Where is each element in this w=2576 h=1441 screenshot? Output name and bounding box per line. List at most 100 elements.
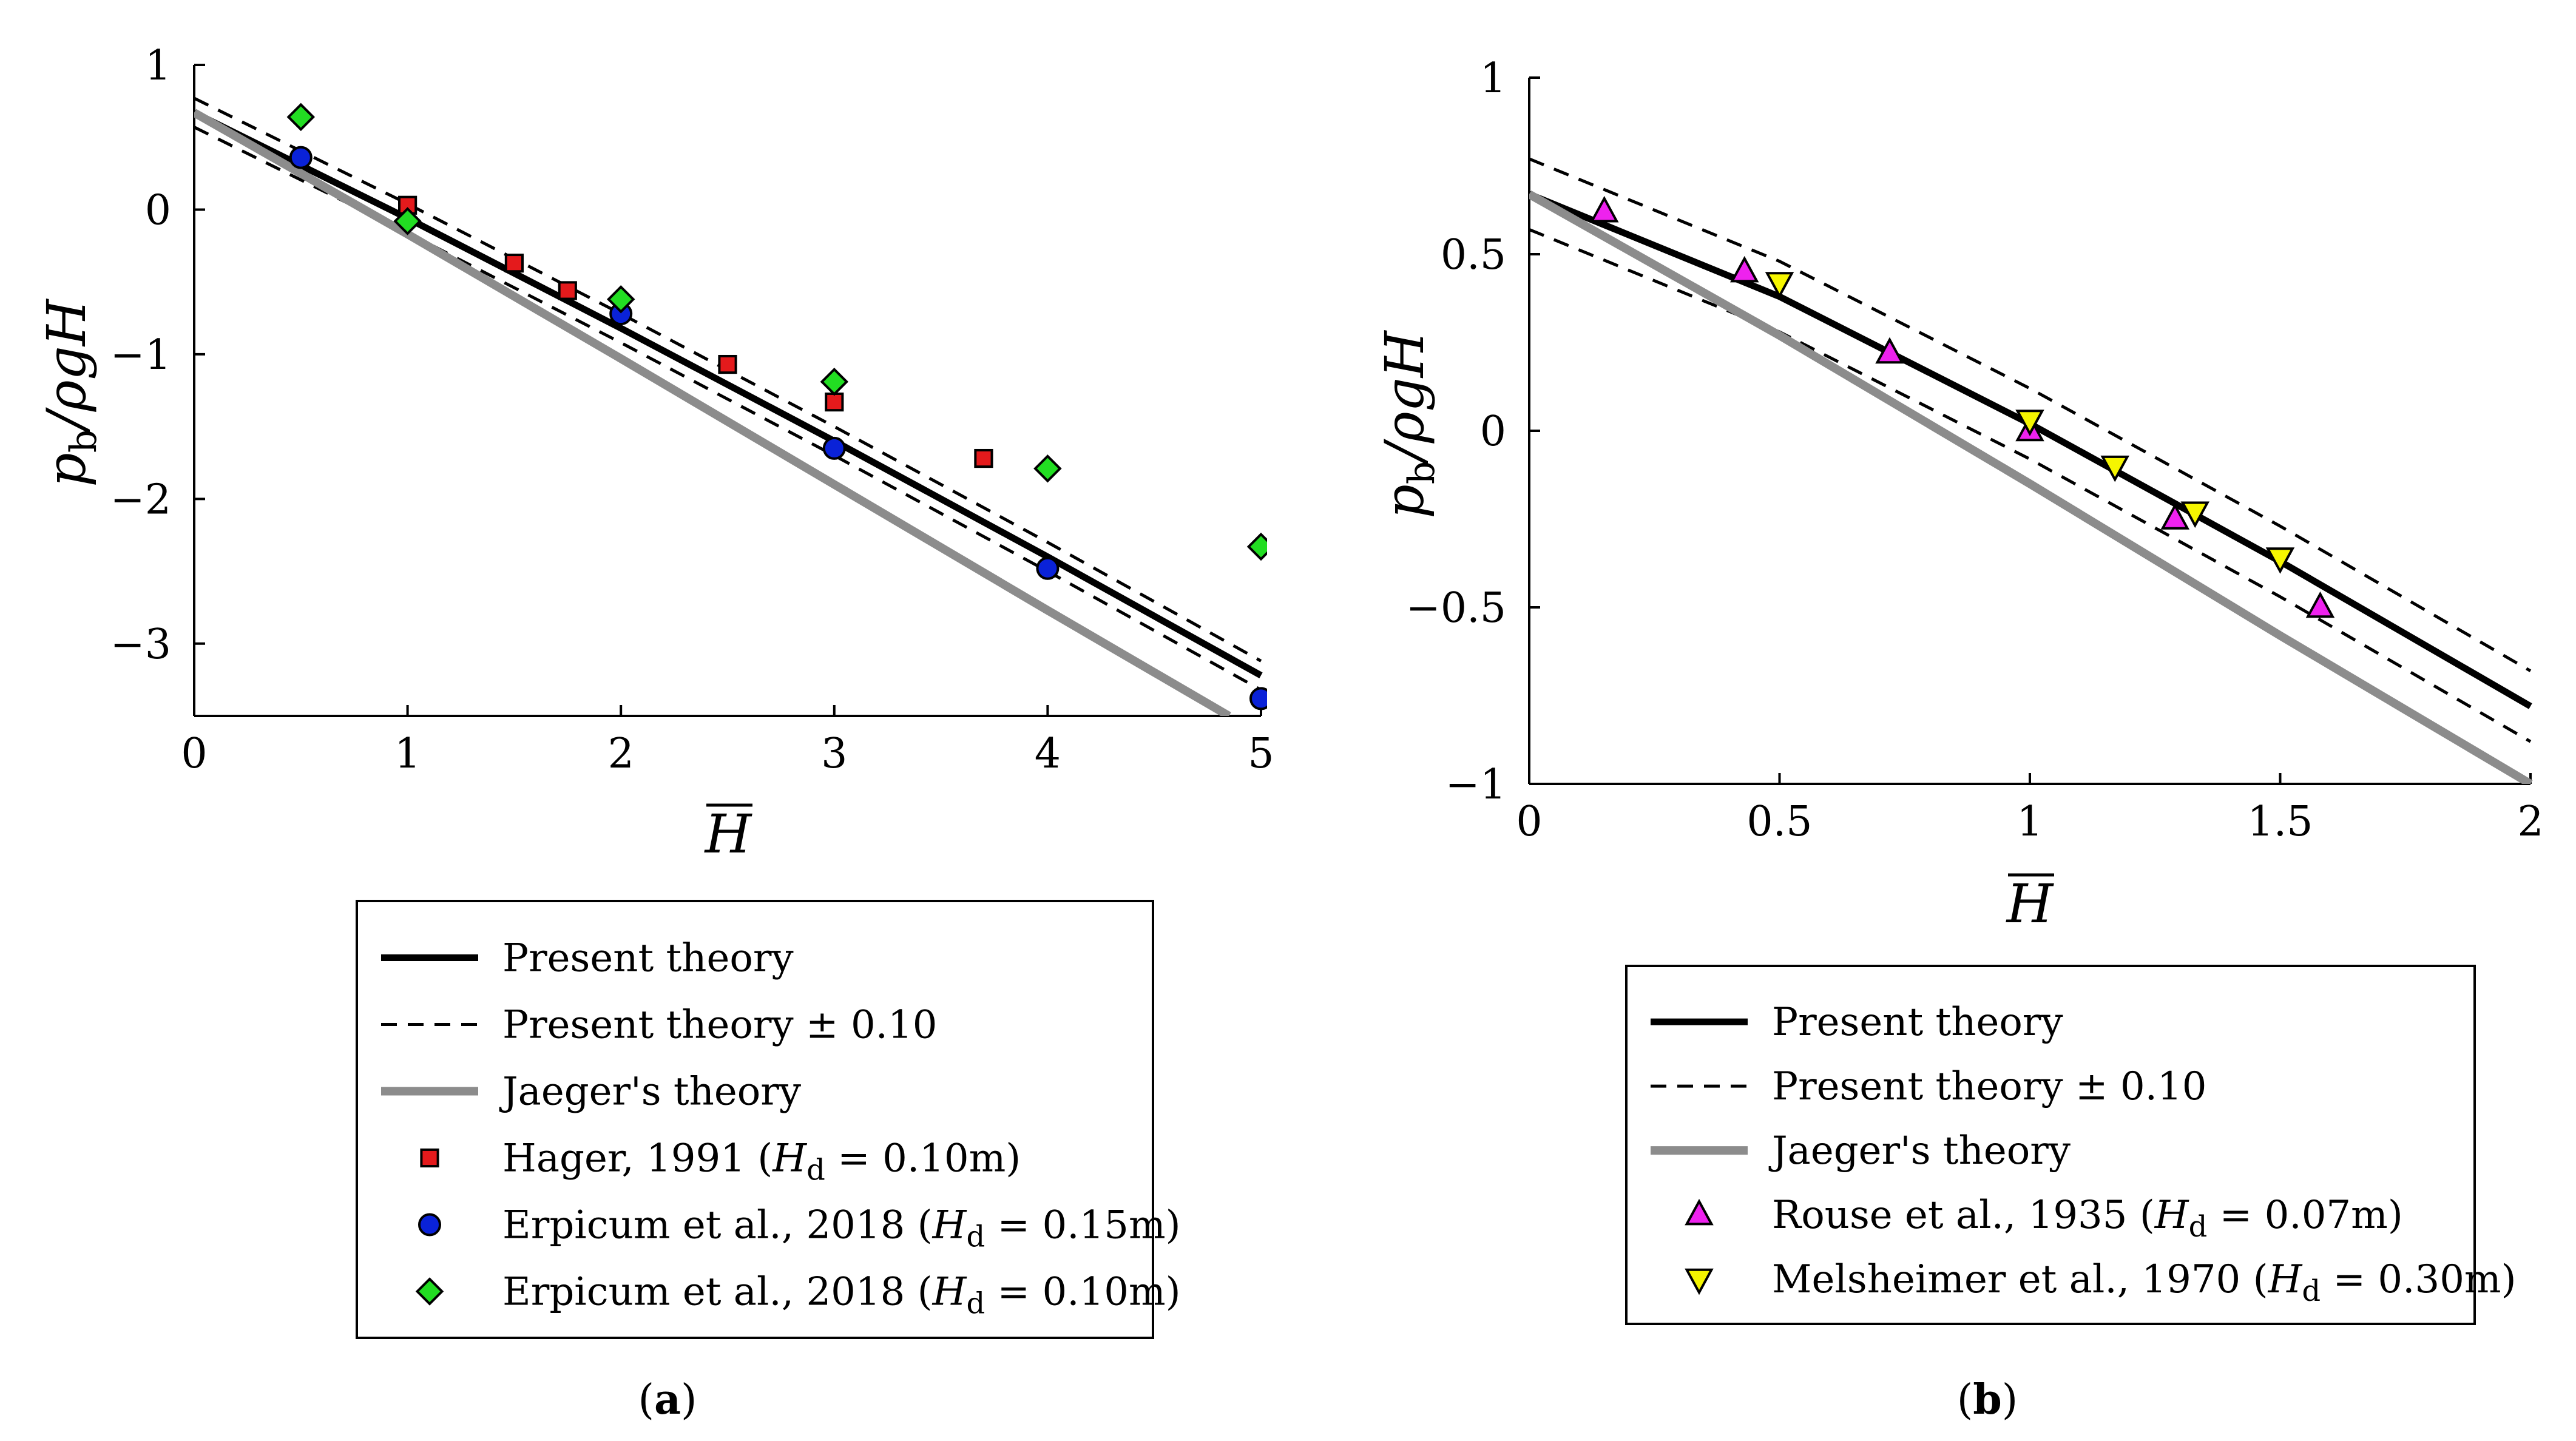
legend-entry-tail: = 0.10m) (985, 1270, 1180, 1315)
legend-entry-label: Present theory ± 0.10 (502, 1003, 937, 1048)
y-axis-label-main: p (1373, 484, 1436, 518)
x-tick-label: 0.5 (1746, 798, 1812, 846)
caption-label: a (654, 1375, 681, 1424)
legend-entry-symbol: H (932, 1270, 967, 1315)
x-tick-label: 1 (394, 730, 421, 778)
legend-entry-tail: = 0.07m) (2207, 1193, 2402, 1238)
series-line-present-theory (1529, 191, 2532, 709)
plot-area (194, 96, 1267, 716)
legend-entry-text: Rouse et al., 1935 ( (1772, 1193, 2155, 1238)
caption-close-paren: ) (2002, 1376, 2018, 1424)
y-tick-label: 0.5 (1441, 231, 1506, 279)
legend-swatch-circle (418, 1213, 441, 1237)
data-point-square (504, 254, 524, 273)
legend-entry-text: Present theory ± 0.10 (1772, 1064, 2206, 1109)
panel-caption: (b) (1957, 1375, 2018, 1424)
data-point-triangle-down (2180, 501, 2210, 528)
data-point-triangle-down (2100, 455, 2130, 482)
x-tick-label: 2 (2517, 798, 2543, 846)
y-axis-label: pb/ρgH (1373, 329, 1443, 518)
series-line-jaeger-s-theory (1529, 190, 2533, 784)
legend-entry-label: Erpicum et al., 2018 (Hd = 0.15m) (502, 1203, 1181, 1254)
plot-area (1529, 157, 2533, 784)
legend-entry-label: Erpicum et al., 2018 (Hd = 0.10m) (502, 1270, 1181, 1321)
y-tick-label: −2 (110, 476, 171, 524)
legend-entry-tail: = 0.30m) (2321, 1257, 2516, 1302)
legend-entry-text: Melsheimer et al., 1970 ( (1772, 1257, 2268, 1302)
legend-entry-text: Erpicum et al., 2018 ( (502, 1203, 933, 1248)
legend-entry-text: Present theory (502, 936, 794, 981)
series-line-present-theory-lower-band (194, 126, 1262, 692)
legend-entry-text: Jaeger's theory (1768, 1129, 2071, 1173)
data-point-square (718, 354, 737, 374)
y-tick-label: −3 (110, 621, 171, 669)
legend-swatch-diamond (415, 1277, 444, 1306)
y-tick-label: 1 (1480, 55, 1506, 103)
data-point-triangle-up (1875, 337, 1904, 364)
legend-entry-tail: = 0.15m) (985, 1203, 1180, 1248)
legend-entry-text: Jaeger's theory (499, 1070, 801, 1115)
data-point-circle (822, 436, 846, 460)
caption-close-paren: ) (681, 1376, 697, 1424)
caption-label: b (1973, 1375, 2002, 1424)
y-axis-label-sub: b (63, 430, 105, 453)
legend-entry-symbol: H (2154, 1193, 2189, 1238)
data-point-triangle-up (1729, 255, 1759, 283)
legend-entry-label: Jaeger's theory (1768, 1129, 2071, 1173)
legend-entry-label: Rouse et al., 1935 (Hd = 0.07m) (1772, 1193, 2403, 1244)
data-point-circle (1036, 556, 1060, 580)
legend-entry-subscript: d (966, 1220, 985, 1254)
legend-entry-tail: = 0.10m) (825, 1136, 1021, 1181)
y-tick-label: 0 (145, 186, 171, 234)
data-point-diamond (820, 367, 849, 396)
legend-box (356, 900, 1154, 1339)
x-tick-label: 3 (821, 730, 847, 778)
series-line-present-theory- (194, 96, 1262, 663)
x-tick-label: 1 (2017, 798, 2043, 846)
legend-swatch-triangle-down (1685, 1268, 1714, 1295)
legend-entry-text: Present theory ± 0.10 (502, 1003, 937, 1048)
data-point-square (974, 448, 993, 468)
legend-box (1625, 965, 2476, 1325)
caption-open-paren: ( (638, 1376, 654, 1424)
legend: Present theory Present theory ± 0.10 Jaege… (1625, 965, 2517, 1325)
y-axis-label-rest: /ρgH (1373, 329, 1436, 465)
x-tick-label: 0 (181, 730, 207, 778)
x-tick-label: 5 (1248, 730, 1274, 778)
legend-entry-label: Jaeger's theory (499, 1070, 801, 1115)
x-tick-label: 2 (608, 730, 634, 778)
data-point-circle (1249, 687, 1267, 710)
legend-entry-subscript: d (2189, 1210, 2208, 1244)
legend-entry-symbol: H (772, 1136, 807, 1181)
x-axis-label: H (2006, 872, 2055, 935)
legend-swatch-triangle-up (1685, 1198, 1714, 1226)
y-tick-label: 1 (145, 42, 171, 90)
data-point-diamond (1246, 532, 1267, 561)
legend-entry-label: Hager, 1991 (Hd = 0.10m) (502, 1136, 1021, 1187)
series-line-present-theory (194, 109, 1263, 679)
data-point-square (825, 392, 844, 412)
y-tick-label: 0 (1480, 408, 1506, 456)
data-point-circle (289, 146, 313, 169)
x-tick-label: 0 (1516, 798, 1542, 846)
data-point-diamond (393, 207, 422, 235)
legend-entry-subscript: d (806, 1153, 825, 1187)
panel-caption: (a) (638, 1375, 697, 1424)
legend-entry-subscript: d (2302, 1274, 2321, 1308)
data-point-square (558, 281, 577, 300)
legend-entry-label: Present theory (502, 936, 794, 981)
y-axis-label-main: p (35, 453, 98, 487)
y-axis-label: pb/ρgH (35, 298, 105, 487)
y-tick-label: −1 (1445, 761, 1506, 809)
legend-entry-text: Present theory (1772, 1000, 2063, 1045)
y-tick-label: −1 (110, 331, 171, 379)
legend-swatch-square (420, 1148, 439, 1168)
data-point-diamond (286, 103, 316, 132)
caption-open-paren: ( (1957, 1376, 1973, 1424)
legend: Present theory Present theory ± 0.10 Jaege… (356, 900, 1181, 1339)
data-point-triangle-down (2265, 547, 2295, 574)
legend-entry-label: Present theory ± 0.10 (1772, 1064, 2206, 1109)
